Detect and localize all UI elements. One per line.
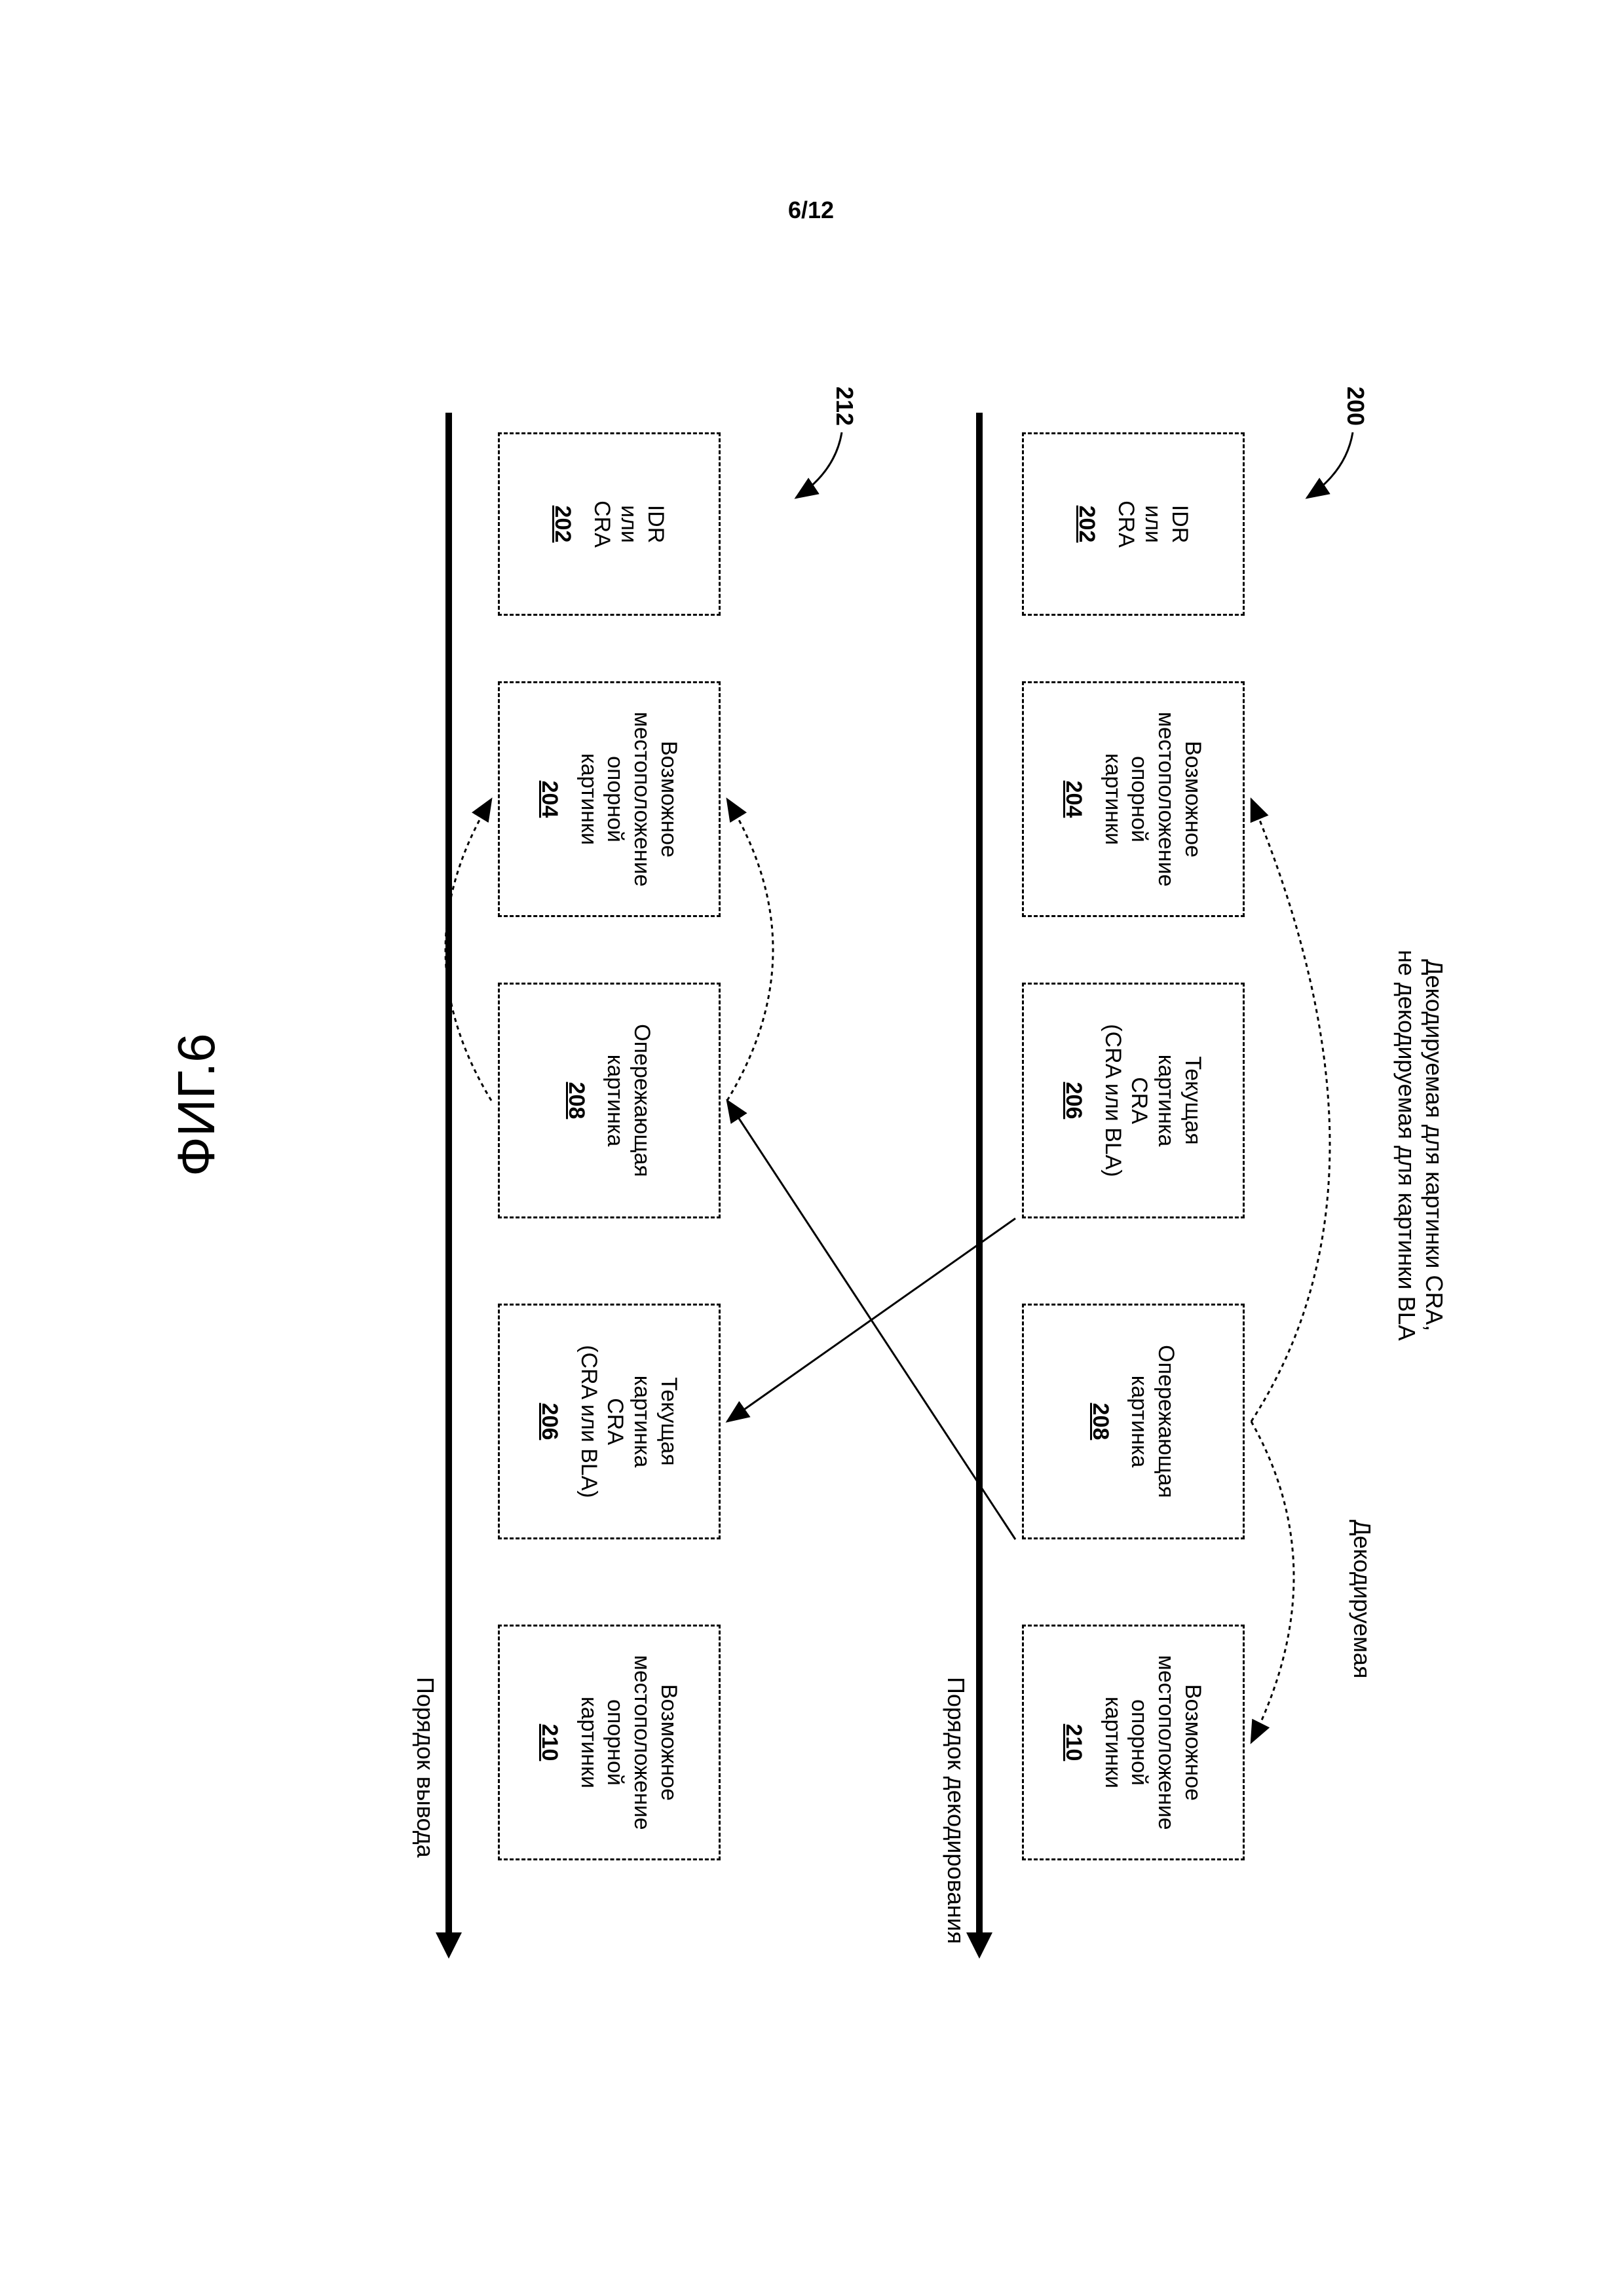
annotation-cra-bla: Декодируемая для картинки CRA,не декодир… [1393,950,1448,1341]
box-text: Возможноеместоположениеопорнойкартинки [1099,1655,1206,1830]
diagram-box-208-top: Опережающаякартинка 208 [1022,1304,1245,1539]
timeline-decoding [976,413,983,1939]
annotation-decodable: Декодируемая [1348,1520,1376,1678]
diagram-box-208-bot: Опережающаякартинка 208 [498,983,721,1218]
box-text: Опережающаякартинка [1126,1345,1180,1498]
timeline-output [445,413,452,1939]
box-ref: 208 [1087,1403,1113,1440]
timeline-label-decoding: Порядок декодирования [942,1677,970,1944]
diagram-box-204-top: Возможноеместоположениеопорнойкартинки 20… [1022,681,1245,917]
diagram-ref-200: 200 [1342,386,1369,426]
diagram-box-202-top: IDRилиCRA 202 [1022,432,1245,616]
box-ref: 202 [1074,506,1099,543]
diagram-container: 200212IDRилиCRA202Возможноеместоположени… [0,557,1622,1736]
box-text: ТекущаякартинкаCRA(CRA или BLA) [575,1345,682,1498]
box-text: Возможноеместоположениеопорнойкартинки [575,711,682,886]
box-ref: 206 [1061,1082,1086,1120]
box-text: ТекущаякартинкаCRA(CRA или BLA) [1099,1024,1206,1177]
page-number: 6/12 [788,197,834,224]
box-ref: 210 [537,1724,562,1761]
box-ref: 204 [1061,781,1086,818]
diagram-ref-212: 212 [831,386,858,426]
box-text: IDRилиCRA [588,500,668,548]
box-ref: 210 [1061,1724,1086,1761]
box-ref: 204 [537,781,562,818]
diagram-box-202-bot: IDRилиCRA 202 [498,432,721,616]
box-text: Возможноеместоположениеопорнойкартинки [1099,711,1206,886]
box-ref: 206 [537,1403,562,1440]
diagram-box-210-top: Возможноеместоположениеопорнойкартинки 21… [1022,1625,1245,1860]
box-text: IDRилиCRA [1112,500,1192,548]
diagram-box-206-top: ТекущаякартинкаCRA(CRA или BLA) 206 [1022,983,1245,1218]
box-text: Возможноеместоположениеопорнойкартинки [575,1655,682,1830]
timeline-label-output: Порядок вывода [411,1677,439,1858]
box-ref: 208 [563,1082,589,1120]
diagram-box-206-bot: ТекущаякартинкаCRA(CRA или BLA) 206 [498,1304,721,1539]
box-text: Опережающаякартинка [602,1024,656,1177]
diagram-box-204-bot: Возможноеместоположениеопорнойкартинки 20… [498,681,721,917]
diagram-box-210-bot: Возможноеместоположениеопорнойкартинки 21… [498,1625,721,1860]
box-ref: 202 [550,506,575,543]
